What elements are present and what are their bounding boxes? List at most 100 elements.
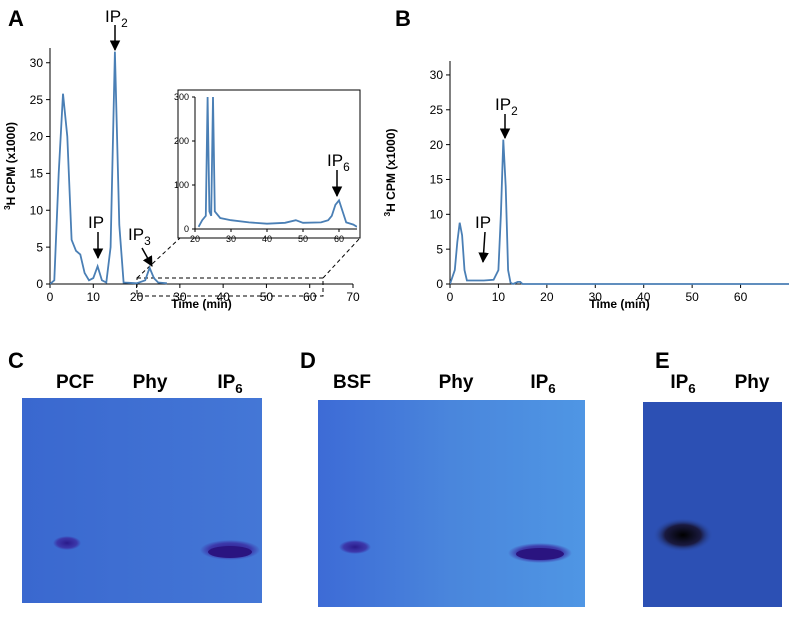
label-text: IP [475,213,491,232]
label-text: Phy [735,372,770,393]
y-axis-label-sup: 3 [382,212,392,217]
label: IP2 [495,95,518,118]
x-tick-label: 60 [734,290,748,304]
label: Phy [133,372,168,393]
label-subscript: 2 [511,104,518,118]
y-tick-label: 25 [30,93,44,107]
panel-letter: C [8,348,24,373]
label-text: Phy [133,372,168,393]
x-tick-label: 60 [334,234,344,244]
label-subscript: 6 [235,381,242,396]
y-tick-label: 25 [430,103,444,117]
zoom-line [322,237,361,279]
label-text: Phy [439,372,474,393]
label-subscript: 6 [548,381,555,396]
y-tick-label: 0 [36,277,43,291]
data-line [50,51,167,285]
x-tick-label: 20 [540,290,554,304]
panel-letter: D [300,348,316,373]
y-tick-label: 0 [436,277,443,291]
label: IP6 [327,151,350,174]
x-axis-label: Time (min) [171,297,231,311]
y-axis-label: 3H CPM (x1000) [2,122,18,210]
x-tick-label: 30 [589,290,603,304]
x-tick-label: 40 [637,290,651,304]
label: IP6 [530,372,555,396]
gel-band [516,548,564,560]
gel-image [643,402,782,607]
y-tick-label: 10 [430,208,444,222]
x-tick-label: 30 [226,234,236,244]
gel-image [22,398,262,603]
x-tick-label: 30 [173,290,187,304]
y-tick-label: 5 [36,240,43,254]
x-tick-label: 60 [303,290,317,304]
y-axis-label: 3H CPM (x1000) [382,128,398,216]
x-tick-label: 50 [298,234,308,244]
label: IP6 [670,372,695,396]
label: BSF [333,372,371,393]
x-tick-label: 70 [346,290,360,304]
label: Phy [735,372,770,393]
y-tick-label: 15 [30,167,44,181]
panel-letter: E [655,348,670,373]
y-tick-label: 30 [30,56,44,70]
label: PCF [56,372,94,393]
label-text: IP [128,225,144,244]
x-tick-label: 0 [47,290,54,304]
gel-band [653,518,713,552]
arrow [478,231,489,264]
gel-band [53,536,81,550]
y-tick-label: 30 [430,68,444,82]
zoom-line [136,237,181,279]
label-text: IP [88,213,104,232]
gel-band [339,540,371,554]
x-axis-label: Time (min) [589,297,649,311]
label-text: PCF [56,372,94,393]
label-subscript: 2 [121,16,128,30]
y-tick-label: 100 [174,180,189,190]
arrow [141,247,153,267]
label-subscript: 6 [688,381,695,396]
label-text: IP [670,372,688,393]
panel-letter: A [8,6,24,31]
label: IP [475,213,491,232]
x-tick-label: 50 [260,290,274,304]
y-tick-label: 0 [184,224,189,234]
label-text: IP [495,95,511,114]
y-axis-label-sup: 3 [2,205,12,210]
gel-band [208,546,252,558]
zoom-box [136,277,324,297]
y-axis-label-text: H CPM (x1000) [384,128,398,211]
label-text: IP [327,151,343,170]
data-line [450,139,789,285]
x-tick-label: 40 [216,290,230,304]
label-subscript: 3 [144,234,151,248]
y-tick-label: 5 [436,242,443,256]
x-tick-label: 40 [262,234,272,244]
label: IP2 [105,7,128,30]
label-text: IP [105,7,121,26]
panel-letter: B [395,6,411,31]
y-tick-label: 20 [30,130,44,144]
x-tick-label: 0 [447,290,454,304]
y-tick-label: 200 [174,136,189,146]
x-tick-label: 20 [130,290,144,304]
label: IP3 [128,225,151,248]
label-subscript: 6 [343,160,350,174]
label-text: IP [530,372,548,393]
gel-image [318,400,585,607]
x-tick-label: 50 [685,290,699,304]
x-tick-label: 20 [190,234,200,244]
y-tick-label: 20 [430,138,444,152]
label-text: IP [217,372,235,393]
y-tick-label: 15 [430,173,444,187]
y-tick-label: 10 [30,203,44,217]
label-text: BSF [333,372,371,393]
x-tick-label: 10 [492,290,506,304]
label: Phy [439,372,474,393]
y-tick-label: 300 [174,92,189,102]
data-line [197,96,357,228]
y-axis-label-text: H CPM (x1000) [4,122,18,205]
